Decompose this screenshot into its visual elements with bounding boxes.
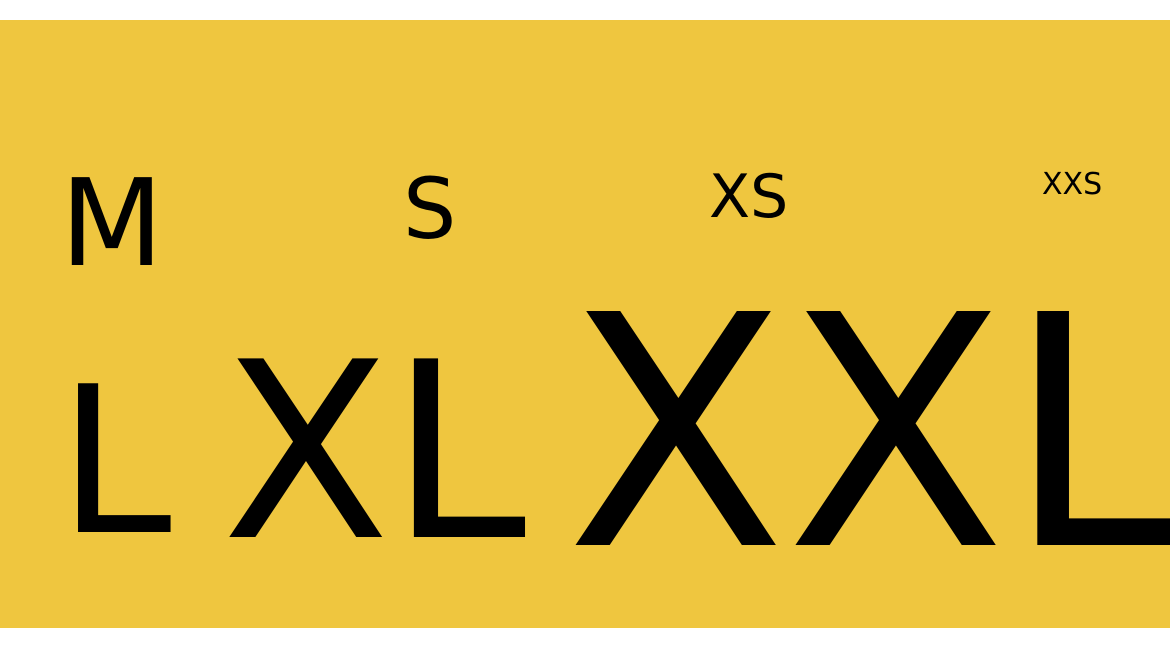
- size-label-l: L: [58, 344, 172, 581]
- size-label-xxs: XXS: [1042, 167, 1103, 202]
- size-label-xxl: XXL: [566, 247, 1170, 621]
- size-label-m: M: [60, 155, 164, 294]
- size-label-s: S: [403, 160, 457, 258]
- size-label-xl: XL: [222, 310, 527, 595]
- size-label-xs: XS: [709, 162, 789, 232]
- size-chart-panel: M S XS XXS L XL XXL: [0, 20, 1170, 628]
